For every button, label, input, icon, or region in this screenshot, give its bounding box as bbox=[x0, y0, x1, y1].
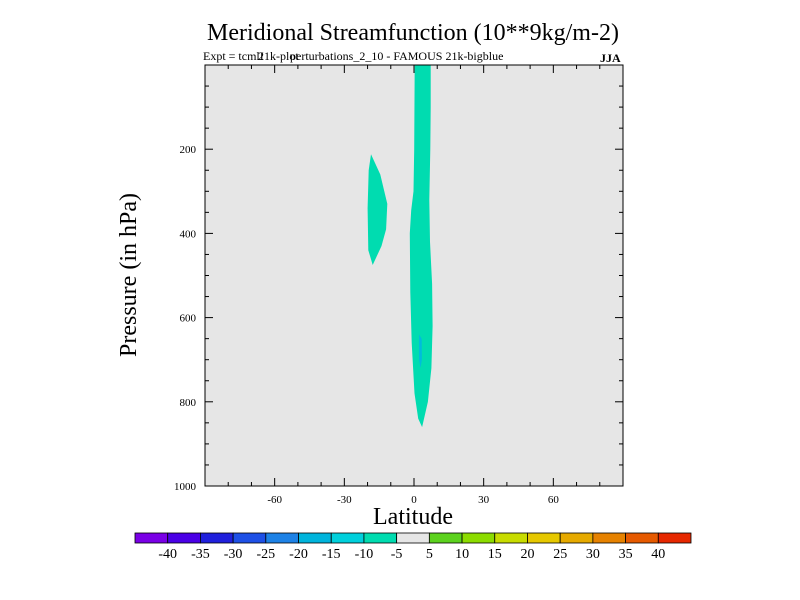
x-axis-label: Latitude bbox=[373, 504, 453, 530]
colorbar-label: 10 bbox=[455, 547, 469, 562]
colorbar-label: 30 bbox=[586, 547, 600, 562]
colorbar-swatch bbox=[363, 532, 398, 544]
colorbar-swatch bbox=[330, 532, 365, 544]
colorbar-label: 35 bbox=[619, 547, 633, 562]
colorbar-swatch bbox=[592, 532, 626, 544]
colorbar-swatch bbox=[265, 532, 299, 544]
chart-title: Meridional Streamfunction (10**9kg/m-2) bbox=[207, 20, 619, 46]
colorbar-label: -20 bbox=[289, 547, 308, 562]
colorbar-label: 40 bbox=[651, 547, 665, 562]
colorbar-label: -40 bbox=[158, 547, 177, 562]
colorbar-swatch bbox=[657, 532, 692, 544]
colorbar-label: -30 bbox=[224, 547, 243, 562]
chart-subtitle-expt: Expt = tcmlI bbox=[203, 49, 264, 63]
chart-subtitle-run: perturbations_2_10 - FAMOUS 21k-bigblue bbox=[290, 49, 503, 63]
colorbar-swatch bbox=[494, 532, 528, 544]
contour-region-northern-cell bbox=[409, 65, 433, 428]
y-tick-label: 1000 bbox=[174, 481, 197, 493]
colorbar-swatch bbox=[167, 532, 201, 544]
colorbar-label: 15 bbox=[488, 547, 502, 562]
y-axis-label: Pressure (in hPa) bbox=[116, 193, 142, 357]
colorbar-swatch bbox=[527, 532, 561, 544]
x-tick-label: -30 bbox=[337, 494, 352, 506]
colorbar-label: -5 bbox=[391, 547, 403, 562]
colorbar-swatch bbox=[200, 532, 234, 544]
colorbar-swatch bbox=[396, 532, 430, 544]
y-tick-label: 600 bbox=[180, 313, 197, 325]
colorbar-swatch bbox=[559, 532, 594, 544]
colorbar-swatch bbox=[134, 532, 169, 544]
colorbar-label: -15 bbox=[322, 547, 341, 562]
season-label: JJA bbox=[600, 51, 621, 65]
axis-tick-labels: -60 -30 0 30 60 200 400 600 800 1000 bbox=[174, 144, 559, 506]
colorbar-label: 25 bbox=[553, 547, 567, 562]
y-tick-label: 200 bbox=[180, 144, 197, 156]
colorbar-label: 5 bbox=[426, 547, 433, 562]
colorbar: -40 -35 -30 -25 -20 -15 -10 -5 5 10 15 20 25 30 35 40 bbox=[134, 532, 692, 562]
contour-regions bbox=[367, 65, 433, 428]
axis-ticks bbox=[205, 65, 623, 486]
contour-region-core-cell bbox=[419, 334, 422, 369]
colorbar-swatch bbox=[428, 532, 463, 544]
colorbar-label: 20 bbox=[521, 547, 535, 562]
x-tick-label: -60 bbox=[267, 494, 282, 506]
x-tick-label: 30 bbox=[478, 494, 490, 506]
y-tick-label: 800 bbox=[180, 397, 197, 409]
y-tick-label: 400 bbox=[180, 228, 197, 240]
colorbar-label: -10 bbox=[355, 547, 374, 562]
contour-region-southern-cell bbox=[367, 154, 388, 265]
x-tick-label: 0 bbox=[411, 494, 417, 506]
chart-subtitle-plotname: 21k-plot bbox=[258, 49, 299, 63]
colorbar-swatch bbox=[232, 532, 267, 544]
x-tick-label: 60 bbox=[548, 494, 560, 506]
colorbar-swatch bbox=[625, 532, 659, 544]
colorbar-label: -25 bbox=[256, 547, 275, 562]
colorbar-swatch bbox=[461, 532, 496, 544]
colorbar-label: -35 bbox=[191, 547, 210, 562]
colorbar-swatch bbox=[298, 532, 332, 544]
